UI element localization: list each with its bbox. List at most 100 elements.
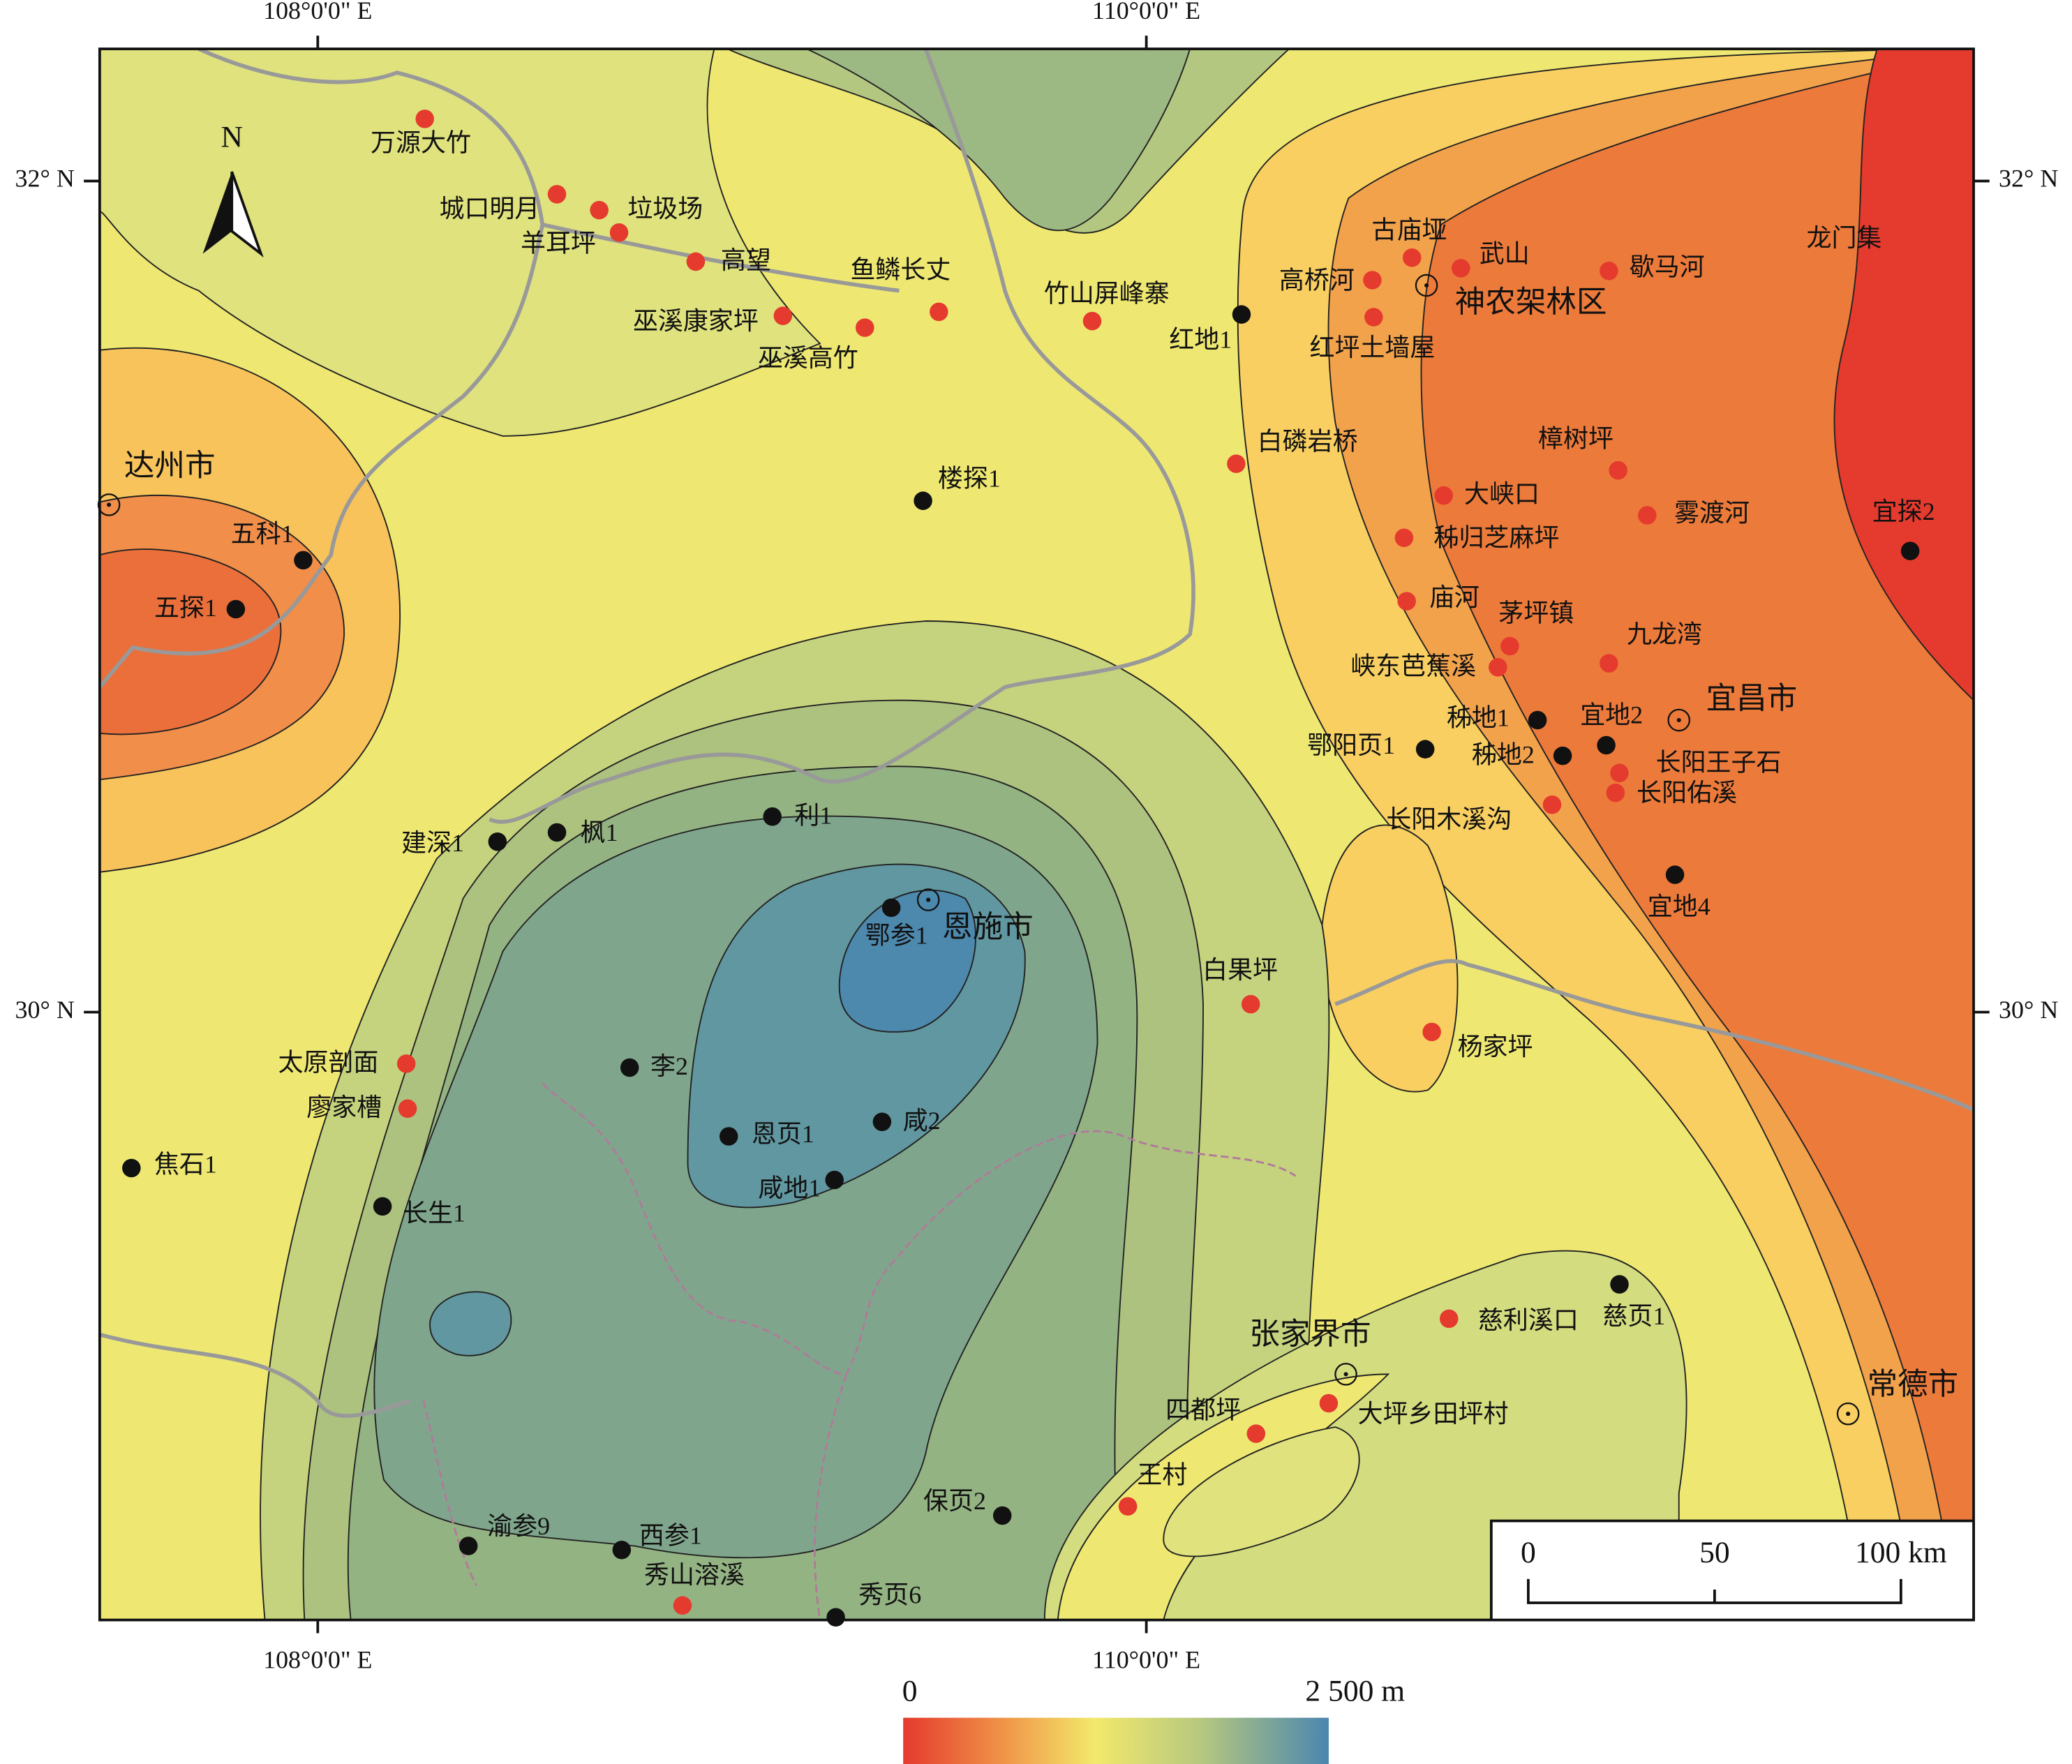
well-point <box>294 551 313 570</box>
sample-label: 巫溪高竹 <box>758 344 858 372</box>
sample-label: 长阳木溪沟 <box>1386 805 1512 833</box>
well-point <box>612 1540 632 1560</box>
well-label: 恩页1 <box>752 1120 814 1148</box>
sample-label: 武山 <box>1480 240 1530 268</box>
city-label: 达州市 <box>124 449 216 483</box>
well-point <box>826 1608 845 1627</box>
sample-label: 巫溪康家坪 <box>633 307 759 335</box>
sample-label: 白果坪 <box>1202 956 1278 984</box>
sample-label: 白磷岩桥 <box>1258 428 1358 456</box>
sample-label: 古庙垭 <box>1371 216 1447 244</box>
sample-label: 垃圾场 <box>627 195 703 223</box>
city-dot <box>1676 718 1681 723</box>
sample-point <box>1227 454 1246 473</box>
well-label: 保页2 <box>923 1487 986 1515</box>
city-label: 神农架林区 <box>1455 285 1607 319</box>
well-label: 五探1 <box>154 594 217 622</box>
sample-label: 长阳王子石 <box>1656 749 1782 777</box>
well-label: 长生1 <box>403 1199 465 1227</box>
sample-label: 秀山溶溪 <box>644 1561 745 1589</box>
sample-label: 茅坪镇 <box>1498 599 1574 627</box>
well-label: 利1 <box>794 801 832 829</box>
sample-point <box>609 223 629 242</box>
sample-label: 王村 <box>1137 1460 1187 1488</box>
sample-label: 竹山屏峰寨 <box>1044 279 1170 307</box>
sample-label: 羊耳坪 <box>521 229 596 257</box>
sample-label: 大峡口 <box>1464 480 1540 508</box>
well-point <box>992 1506 1012 1525</box>
sample-point <box>1434 486 1453 505</box>
well-point <box>373 1197 392 1216</box>
sample-label: 四都坪 <box>1165 1396 1241 1424</box>
map-frame <box>98 47 1975 1622</box>
city-label: 张家界市 <box>1249 1317 1371 1351</box>
sample-label: 大坪乡田坪村 <box>1358 1400 1509 1428</box>
sample-point <box>1241 994 1260 1014</box>
city-symbol <box>1836 1402 1860 1426</box>
well-point <box>459 1537 478 1555</box>
sample-point <box>1609 461 1627 480</box>
well-label: 渝参9 <box>487 1512 550 1540</box>
well-label: 咸地1 <box>758 1174 821 1202</box>
sample-label: 秭归芝麻坪 <box>1434 524 1560 552</box>
well-point <box>1553 746 1572 765</box>
city-dot <box>926 897 931 902</box>
sample-point <box>1363 271 1382 290</box>
well-label: 红地1 <box>1169 326 1232 354</box>
sample-label: 樟树坪 <box>1538 425 1613 453</box>
well-point <box>620 1058 639 1077</box>
sample-label: 高桥河 <box>1279 266 1355 294</box>
sample-point <box>686 252 706 271</box>
sample-point <box>1246 1424 1266 1443</box>
well-point <box>488 832 507 851</box>
well-point <box>1597 735 1616 755</box>
sample-point <box>1500 636 1519 656</box>
sample-point <box>1542 795 1562 814</box>
well-point <box>1665 865 1685 884</box>
well-point <box>226 599 246 619</box>
sample-point <box>856 318 874 337</box>
sample-point <box>773 306 793 325</box>
sample-point <box>1610 763 1629 783</box>
sample-point <box>1489 658 1507 677</box>
city-symbol <box>1415 274 1438 297</box>
sample-point <box>398 1099 417 1119</box>
sample-point <box>547 185 567 204</box>
well-point <box>719 1127 738 1146</box>
sample-label: 城口明月 <box>440 195 540 223</box>
sample-point <box>1402 248 1422 267</box>
sample-point <box>1319 1393 1339 1413</box>
y-left-label: 32° N <box>15 165 75 193</box>
x-bottom-label: 108°0'0" E <box>263 1645 372 1673</box>
sample-point <box>1082 311 1102 331</box>
well-label: 鄂阳页1 <box>1307 731 1395 759</box>
north-label: N <box>221 121 242 154</box>
sample-label: 鱼鳞长丈 <box>850 255 951 283</box>
y-left-label: 30° N <box>15 996 75 1024</box>
city-symbol <box>1667 708 1691 732</box>
sample-label: 庙河 <box>1429 583 1480 611</box>
city-symbol <box>97 493 121 516</box>
sample-label: 歇马河 <box>1630 253 1705 281</box>
well-label: 李2 <box>650 1052 688 1080</box>
contour-fill <box>99 49 1974 1620</box>
well-label: 宜地2 <box>1580 701 1643 728</box>
city-dot <box>1424 283 1429 288</box>
ticks <box>84 36 1990 1634</box>
well-label: 秭地1 <box>1447 703 1510 731</box>
scale-label: 50 <box>1699 1536 1730 1569</box>
sample-point <box>1903 224 1923 244</box>
city-dot <box>1846 1412 1851 1417</box>
well-point <box>763 807 782 826</box>
sample-label: 慈利溪口 <box>1478 1306 1579 1334</box>
sample-point <box>930 302 948 322</box>
well-point <box>872 1112 892 1131</box>
x-bottom-label: 110°0'0" E <box>1092 1645 1200 1673</box>
scale-bar <box>1489 1519 1975 1622</box>
sample-label: 红坪土墙屋 <box>1309 334 1435 361</box>
well-label: 秭地2 <box>1472 740 1535 768</box>
well-point <box>1610 1275 1629 1294</box>
sample-label: 万源大竹 <box>371 129 471 157</box>
